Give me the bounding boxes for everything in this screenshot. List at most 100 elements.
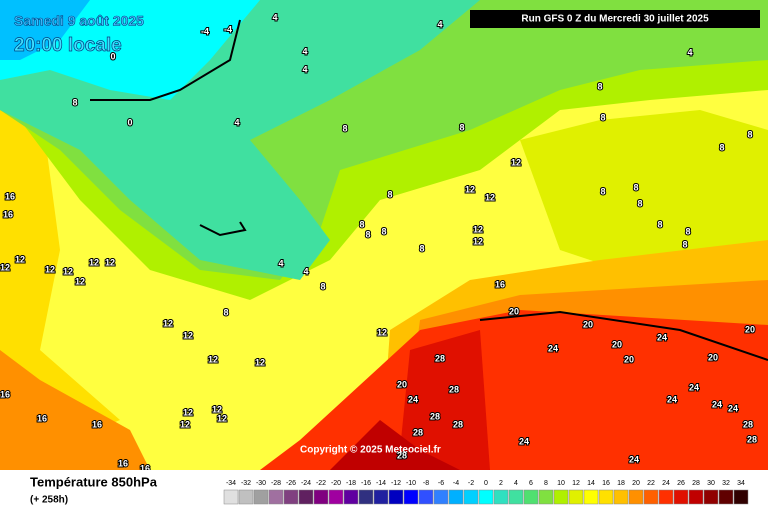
contour-label: 0	[110, 51, 115, 61]
contour-label: 24	[712, 399, 722, 409]
contour-label: 20	[624, 354, 634, 364]
contour-label: 24	[689, 382, 699, 392]
contour-label: 28	[747, 434, 757, 444]
scale-label: -30	[256, 480, 266, 487]
scale-label: 32	[722, 480, 730, 487]
scale-label: -32	[241, 480, 251, 487]
contour-label: 8	[600, 186, 605, 196]
contour-label: 20	[583, 319, 593, 329]
scale-swatch	[493, 489, 509, 505]
scale-swatch	[673, 489, 689, 505]
contour-label: 12	[485, 192, 495, 202]
scale-swatch	[553, 489, 569, 505]
scale-label: -12	[391, 480, 401, 487]
contour-label: 16	[3, 209, 13, 219]
contour-label: 12	[217, 413, 227, 423]
scale-label: 6	[529, 480, 533, 487]
scale-swatch	[658, 489, 674, 505]
contour-label: 4	[302, 46, 307, 56]
contour-label: 24	[667, 394, 677, 404]
contour-label: 24	[728, 403, 738, 413]
contour-label: 8	[600, 112, 605, 122]
contour-label: 12	[212, 404, 222, 414]
scale-label: -18	[346, 480, 356, 487]
contour-label: 16	[0, 389, 10, 399]
scale-swatch	[703, 489, 719, 505]
contour-label: 4	[272, 12, 277, 22]
contour-label: 8	[637, 198, 642, 208]
scale-label: -14	[376, 480, 386, 487]
contour-label: -4	[201, 26, 209, 36]
contour-label: 12	[377, 327, 387, 337]
scale-label: -16	[361, 480, 371, 487]
contour-label: 24	[629, 454, 639, 464]
contour-label: 4	[437, 19, 442, 29]
scale-swatch	[733, 489, 749, 505]
scale-label: 24	[662, 480, 670, 487]
scale-label: -2	[468, 480, 474, 487]
contour-label: 8	[685, 226, 690, 236]
scale-label: 30	[707, 480, 715, 487]
contour-label: 8	[320, 281, 325, 291]
contour-label: 0	[127, 117, 132, 127]
scale-swatch	[433, 489, 449, 505]
scale-swatch	[688, 489, 704, 505]
contour-label: 12	[163, 318, 173, 328]
scale-label: 2	[499, 480, 503, 487]
scale-swatch	[628, 489, 644, 505]
contour-label: 28	[430, 411, 440, 421]
scale-swatch	[568, 489, 584, 505]
scale-label: -28	[271, 480, 281, 487]
contour-label: 4	[234, 117, 239, 127]
scale-swatch	[298, 489, 314, 505]
contour-label: 12	[473, 236, 483, 246]
contour-label: 12	[208, 354, 218, 364]
copyright: Copyright © 2025 Meteociel.fr	[300, 445, 441, 456]
contour-label: 8	[365, 229, 370, 239]
contour-label: -4	[224, 24, 232, 34]
contour-label: 16	[495, 279, 505, 289]
scale-label: 18	[617, 480, 625, 487]
contour-label: 24	[408, 394, 418, 404]
scale-swatch	[403, 489, 419, 505]
contour-label: 12	[511, 157, 521, 167]
scale-swatch	[223, 489, 239, 505]
contour-label: 8	[719, 142, 724, 152]
scale-label: 0	[484, 480, 488, 487]
contour-label: 8	[597, 81, 602, 91]
map-background	[0, 0, 768, 470]
contour-label: 28	[449, 384, 459, 394]
field-title: Température 850hPa	[30, 474, 158, 489]
contour-label: 16	[92, 419, 102, 429]
contour-label: 8	[633, 182, 638, 192]
scale-label: -20	[331, 480, 341, 487]
scale-swatch	[388, 489, 404, 505]
scale-label: 20	[632, 480, 640, 487]
contour-label: 12	[180, 419, 190, 429]
scale-swatch	[373, 489, 389, 505]
run-info: Run GFS 0 Z du Mercredi 30 juillet 2025	[521, 14, 709, 25]
contour-label: 8	[747, 129, 752, 139]
scale-label: 26	[677, 480, 685, 487]
contour-label: 8	[387, 189, 392, 199]
lead-time: (+ 258h)	[30, 495, 68, 506]
contour-label: 28	[397, 450, 407, 460]
scale-label: -34	[226, 480, 236, 487]
contour-label: 8	[657, 219, 662, 229]
valid-time: 20:00 locale	[14, 35, 122, 56]
contour-label: 20	[745, 324, 755, 334]
scale-swatch	[538, 489, 554, 505]
contour-label: 12	[473, 224, 483, 234]
contour-label: 28	[413, 427, 423, 437]
scale-swatch	[583, 489, 599, 505]
contour-label: 8	[419, 243, 424, 253]
scale-swatch	[718, 489, 734, 505]
scale-swatch	[343, 489, 359, 505]
scale-swatch	[448, 489, 464, 505]
contour-label: 12	[45, 264, 55, 274]
scale-label: -22	[316, 480, 326, 487]
contour-label: 24	[519, 436, 529, 446]
scale-swatch	[313, 489, 329, 505]
run-box	[470, 10, 760, 28]
color-scale: -34 -32 -30 -28 -26 -24 -22 -20 -18 -16 -14 -12 -10-…	[223, 480, 749, 505]
